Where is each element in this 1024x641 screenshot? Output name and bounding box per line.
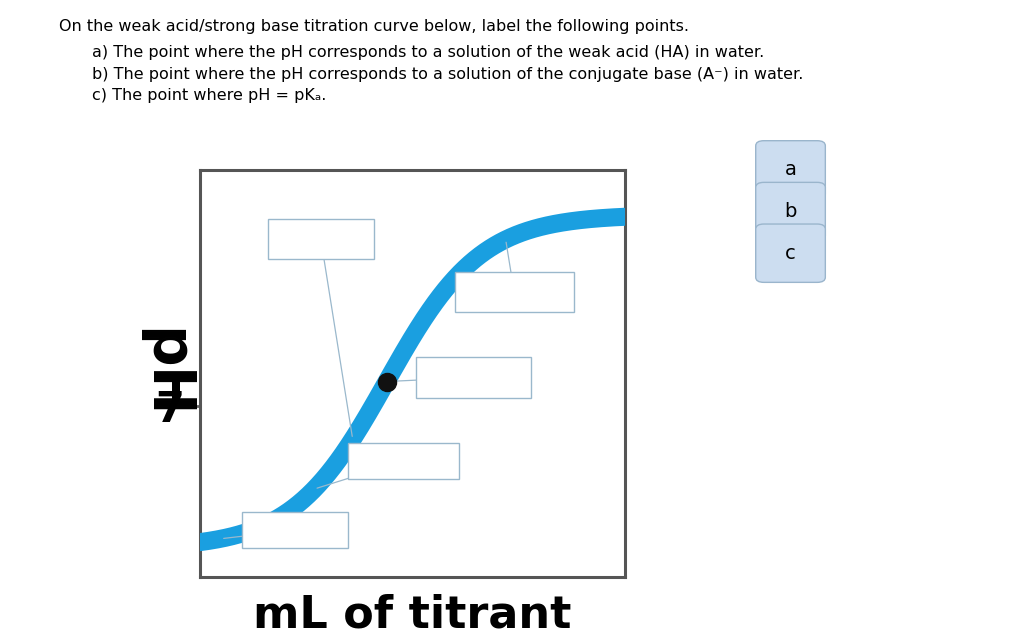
Bar <box>243 512 348 549</box>
Bar <box>267 219 374 260</box>
Text: c: c <box>785 244 796 263</box>
Text: a: a <box>784 160 797 179</box>
Text: a) The point where the pH corresponds to a solution of the weak acid (HA) in wat: a) The point where the pH corresponds to… <box>92 45 764 60</box>
Text: b: b <box>784 202 797 221</box>
Y-axis label: pH: pH <box>136 328 193 419</box>
Bar <box>348 442 459 479</box>
Text: c) The point where pH = pKₐ.: c) The point where pH = pKₐ. <box>92 88 327 103</box>
Bar <box>417 357 531 398</box>
X-axis label: mL of titrant: mL of titrant <box>253 594 571 637</box>
Bar <box>455 272 573 312</box>
Text: On the weak acid/strong base titration curve below, label the following points.: On the weak acid/strong base titration c… <box>59 19 689 34</box>
Text: b) The point where the pH corresponds to a solution of the conjugate base (A⁻) i: b) The point where the pH corresponds to… <box>92 67 804 81</box>
